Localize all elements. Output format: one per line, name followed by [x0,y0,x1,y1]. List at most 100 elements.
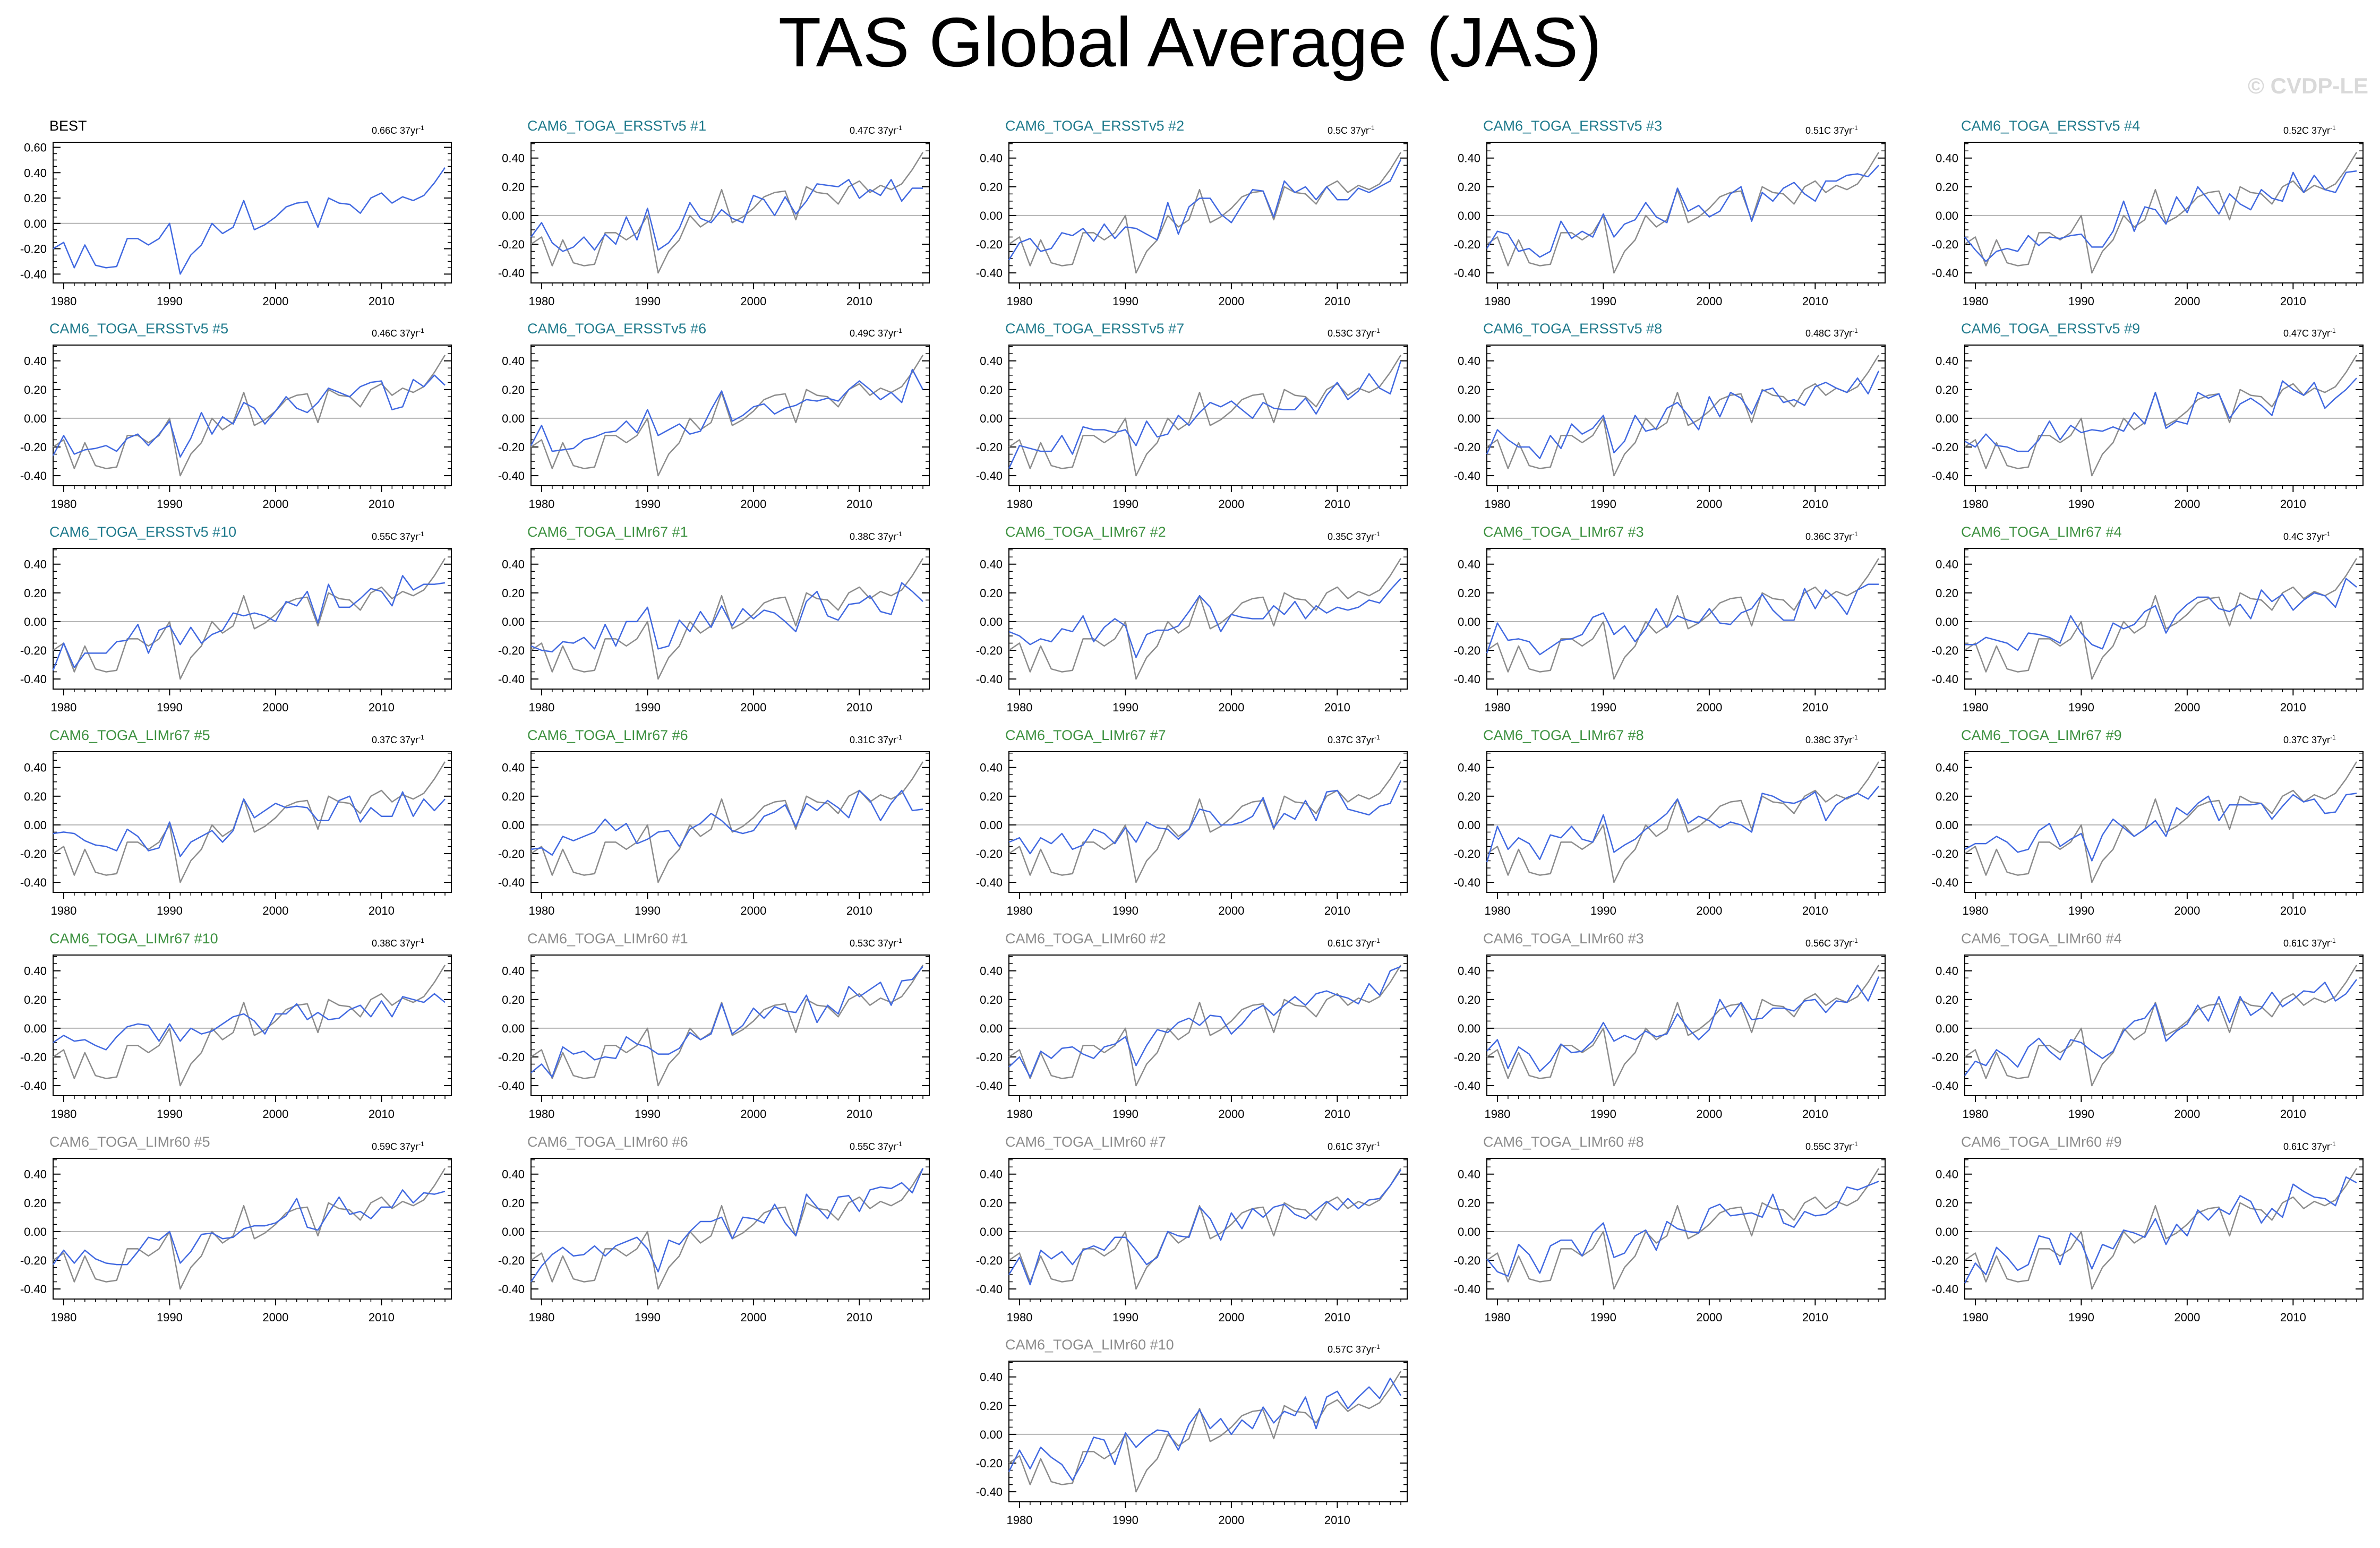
x-tick-label: 1990 [635,497,661,511]
model-series-line [1008,966,1401,1078]
y-tick-label: 0.20 [980,383,1003,397]
x-tick-label: 1990 [2068,1107,2094,1121]
panel-trend-label: 0.47C 37yr-1 [850,124,902,136]
y-tick-label: 0.20 [1936,180,1958,194]
y-tick-label: -0.20 [1932,644,1958,657]
y-tick-label: 0.00 [24,1225,47,1239]
plot-frame [1486,345,1886,486]
x-tick-label: 1980 [1484,904,1510,917]
panel-trend-label: 0.49C 37yr-1 [850,327,902,339]
model-series-line [1486,583,1879,656]
model-series-line [530,1168,924,1283]
y-tick-label: 0.40 [1936,355,1958,368]
y-tick-label: -0.40 [1932,266,1958,280]
x-tick-label: 2000 [740,1107,766,1121]
y-tick-label: 0.20 [502,587,525,600]
panel-trend-label: 0.38C 37yr-1 [372,937,424,949]
plot-frame [530,1158,930,1300]
x-tick-label: 1980 [1006,1107,1032,1121]
observation-series-line [53,965,446,1087]
model-series-line [1964,793,2357,862]
y-tick-label: -0.20 [20,644,47,657]
x-tick-label: 2010 [1802,1107,1828,1121]
y-tick-label: 0.20 [1936,587,1958,600]
y-tick-label: -0.40 [1454,1079,1480,1093]
observation-series-line [1964,558,2358,680]
y-tick-label: -0.40 [1932,1283,1958,1296]
y-tick-label: 0.20 [24,1197,47,1210]
panel-trend-label: 0.59C 37yr-1 [372,1140,424,1152]
x-tick-label: 1980 [1006,497,1032,511]
panel-trend-label: 0.57C 37yr-1 [1328,1343,1380,1355]
watermark: © CVDP-LE [2248,73,2368,98]
y-tick-label: 0.20 [980,790,1003,803]
y-tick-label: 0.20 [980,180,1003,194]
observation-series-line [1008,761,1402,883]
observation-series-line [53,167,446,275]
model-series-line [53,791,446,857]
observation-series-line [1964,761,2358,883]
y-tick-label: -0.20 [1454,1254,1480,1267]
y-tick-label: -0.40 [976,876,1003,889]
panel-title: CAM6_TOGA_LIMr67 #3 [1483,524,1644,540]
observation-series-line [1008,558,1402,680]
y-tick-label: -0.40 [1932,1079,1958,1093]
x-tick-label: 2000 [262,904,288,917]
model-series-line [52,374,446,458]
y-tick-label: 0.00 [1936,819,1958,832]
x-tick-label: 1990 [1112,1107,1138,1121]
x-tick-label: 2000 [1696,701,1722,714]
x-tick-label: 1990 [1590,497,1616,511]
panel-title: CAM6_TOGA_LIMr60 #3 [1483,931,1644,947]
x-tick-label: 1980 [1006,904,1032,917]
x-tick-label: 1980 [50,497,76,511]
plot-frame [53,751,452,893]
x-tick-label: 1980 [1962,701,1988,714]
x-tick-label: 2000 [1696,295,1722,308]
x-tick-label: 1980 [528,1107,554,1121]
x-tick-label: 1980 [1484,1311,1510,1324]
y-tick-label: -0.40 [20,876,47,889]
x-tick-label: 2000 [1218,904,1244,917]
y-tick-label: -0.20 [20,847,47,861]
x-tick-label: 1980 [1484,295,1510,308]
y-tick-label: 0.20 [24,587,47,600]
x-tick-label: 1980 [528,497,554,511]
y-tick-label: 0.00 [1458,819,1480,832]
plot-frame [1964,751,2364,893]
x-tick-label: 2010 [1324,1311,1350,1324]
panel-title: CAM6_TOGA_LIMr60 #6 [527,1134,688,1150]
panel-trend-label: 0.47C 37yr-1 [2283,327,2336,339]
x-tick-label: 2000 [262,497,288,511]
observation-series-line [530,152,924,274]
y-tick-label: 0.00 [24,819,47,832]
figure-title: TAS Global Average (JAS) [778,3,1602,81]
panel-title: CAM6_TOGA_ERSSTv5 #8 [1483,321,1663,337]
x-tick-label: 1980 [528,295,554,308]
model-series-line [1486,165,1879,258]
x-tick-label: 1990 [1590,701,1616,714]
y-tick-label: 0.00 [502,819,525,832]
model-series-line [53,993,446,1051]
y-tick-label: 0.40 [502,761,525,775]
y-tick-label: -0.40 [498,1283,525,1296]
panel-title: CAM6_TOGA_LIMr60 #7 [1005,1134,1166,1150]
y-tick-label: 0.00 [24,412,47,425]
y-tick-label: 0.00 [1458,1225,1480,1239]
y-tick-label: 0.20 [1458,180,1480,194]
plot-frame [1964,345,2364,486]
x-tick-label: 2000 [262,701,288,714]
model-series-line [1965,578,2357,651]
model-series-line [530,789,923,856]
y-tick-label: 0.40 [980,152,1003,165]
x-tick-label: 2010 [1802,701,1828,714]
x-tick-label: 2010 [1324,1107,1350,1121]
x-tick-label: 2000 [1696,904,1722,917]
y-tick-label: -0.40 [498,673,525,686]
panel-title: CAM6_TOGA_LIMr67 #10 [49,931,218,947]
plot-frame [1008,1158,1408,1300]
